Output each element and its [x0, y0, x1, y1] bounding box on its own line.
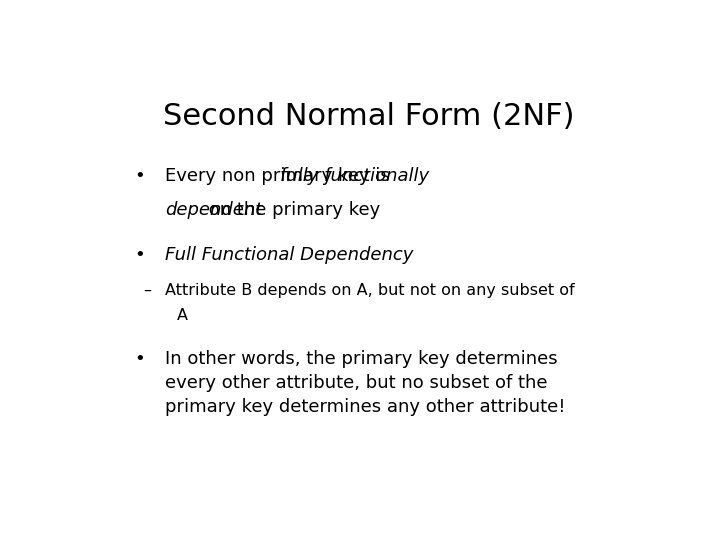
Text: Full Functional Dependency: Full Functional Dependency: [166, 246, 414, 264]
Text: on the primary key: on the primary key: [203, 201, 380, 219]
Text: Every non primary key is: Every non primary key is: [166, 167, 396, 185]
Text: dependent: dependent: [166, 201, 263, 219]
Text: •: •: [135, 349, 145, 368]
Text: Second Normal Form (2NF): Second Normal Form (2NF): [163, 102, 575, 131]
Text: In other words, the primary key determines
every other attribute, but no subset : In other words, the primary key determin…: [166, 349, 566, 416]
Text: •: •: [135, 246, 145, 264]
Text: fully functionally: fully functionally: [279, 167, 429, 185]
Text: •: •: [135, 167, 145, 185]
Text: A: A: [176, 308, 187, 323]
Text: Attribute B depends on A, but not on any subset of: Attribute B depends on A, but not on any…: [166, 283, 575, 298]
Text: –: –: [143, 283, 151, 298]
